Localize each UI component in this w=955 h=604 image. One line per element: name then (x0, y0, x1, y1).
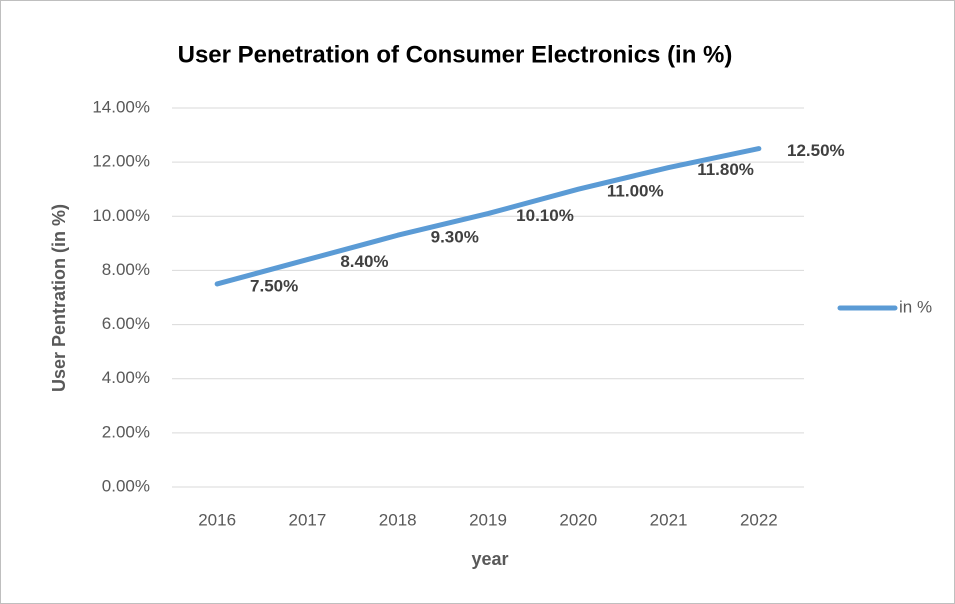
y-tick-label: 10.00% (92, 206, 150, 225)
data-label: 8.40% (340, 252, 388, 271)
data-line (214, 146, 762, 287)
x-tick-label: 2020 (559, 510, 597, 529)
x-tick-label: 2021 (650, 510, 688, 529)
x-tick-label: 2018 (379, 510, 417, 529)
data-label: 11.80% (697, 160, 754, 179)
y-tick-label: 8.00% (102, 260, 150, 279)
legend-label: in % (899, 297, 932, 316)
data-label: 7.50% (250, 276, 298, 295)
x-tick-label: 2016 (198, 510, 236, 529)
data-label: 11.00% (607, 182, 664, 201)
y-tick-label: 6.00% (102, 314, 150, 333)
y-tick-label: 14.00% (92, 97, 150, 116)
y-tick-label: 12.00% (92, 152, 150, 171)
y-tick-label: 2.00% (102, 422, 150, 441)
y-tick-label: 0.00% (102, 476, 150, 495)
x-axis-title: year (471, 549, 508, 569)
data-label: 9.30% (431, 228, 479, 247)
y-axis-title: User Pentration (in %) (49, 204, 69, 392)
x-tick-label: 2019 (469, 510, 507, 529)
chart-title: User Penetration of Consumer Electronics… (178, 41, 733, 68)
y-tick-label: 4.00% (102, 368, 150, 387)
x-tick-label: 2017 (289, 510, 327, 529)
data-label: 10.10% (516, 206, 574, 225)
x-tick-label: 2022 (740, 510, 778, 529)
data-label: 12.50% (787, 141, 845, 160)
